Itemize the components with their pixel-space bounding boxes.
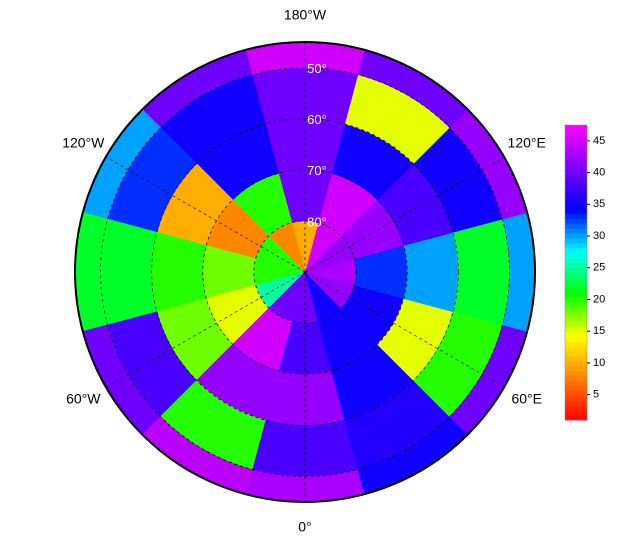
colorbar-strip xyxy=(565,321,587,328)
latitude-line xyxy=(100,67,510,477)
colorbar-strip xyxy=(565,262,587,269)
colorbar-strip xyxy=(565,154,587,160)
colorbar-strip xyxy=(565,184,587,190)
colorbar-strip xyxy=(565,390,587,396)
colorbar-strip xyxy=(565,223,587,229)
graticule xyxy=(100,42,510,502)
colorbar-strip xyxy=(565,149,587,155)
colorbar-strip xyxy=(565,164,587,170)
colorbar-strip xyxy=(565,306,587,313)
data-cell xyxy=(100,218,158,326)
colorbar-strip xyxy=(565,405,587,411)
colorbar-strip xyxy=(565,351,587,357)
colorbar-strip xyxy=(565,292,587,298)
colorbar-strip xyxy=(565,159,587,165)
latitude-line xyxy=(253,220,357,324)
colorbar-strip xyxy=(565,134,587,141)
colorbar-tick-label: 30 xyxy=(593,230,605,242)
colorbar-strip xyxy=(565,370,587,377)
latitude-line xyxy=(151,118,459,426)
colorbar-strip xyxy=(565,267,587,273)
latitude-label: 60° xyxy=(307,112,327,127)
meridian-line xyxy=(105,156,306,273)
colorbar-strip xyxy=(565,213,587,219)
colorbar-tick-label: 5 xyxy=(593,389,599,401)
colorbar-strip xyxy=(565,218,587,224)
colorbar-frame xyxy=(564,124,588,421)
longitude-label: 120°E xyxy=(508,135,546,151)
colorbar-tick-label: 25 xyxy=(593,262,605,274)
longitude-label: 60°E xyxy=(511,391,542,407)
colorbar-strip xyxy=(565,287,587,293)
colorbar-strip xyxy=(565,282,587,288)
map-boundary xyxy=(74,41,536,503)
data-cell xyxy=(151,231,207,313)
colorbar-strip xyxy=(565,341,587,347)
colorbar-strip xyxy=(565,336,587,342)
colorbar-strip xyxy=(565,174,587,180)
colorbar-strip xyxy=(565,252,587,259)
longitude-label: 180°W xyxy=(284,7,327,23)
meridian-line xyxy=(304,271,505,388)
latitude-label: 50° xyxy=(307,61,327,76)
colorbar-strip xyxy=(565,243,587,249)
colorbar-strip xyxy=(565,365,587,372)
colorbar-strip xyxy=(565,326,587,332)
colorbar-strip xyxy=(565,228,587,234)
colorbar-tick-label: 20 xyxy=(593,293,605,305)
colorbar-strip xyxy=(565,179,587,185)
longitude-label: 0° xyxy=(298,519,311,535)
colorbar-strip xyxy=(565,311,587,318)
longitude-label: 60°W xyxy=(66,391,101,407)
colorbar-strip xyxy=(565,129,587,136)
data-cell xyxy=(452,218,510,326)
colorbar-strip xyxy=(565,302,587,308)
colorbar-strip xyxy=(565,316,587,323)
colorbar-strip xyxy=(565,356,587,362)
colorbar-strip xyxy=(565,144,587,151)
colorbar-strip xyxy=(565,208,587,214)
colorbar-strip xyxy=(565,233,587,239)
colorbar-tick-label: 35 xyxy=(593,198,605,210)
colorbar-strip xyxy=(565,193,587,200)
latitude-label: 70° xyxy=(307,163,327,178)
data-cell xyxy=(403,231,459,313)
latitude-label: 80° xyxy=(307,214,327,229)
colorbar: 5 10 15 20 25 30 35 40 45 xyxy=(564,124,605,421)
data-field xyxy=(74,41,536,503)
meridian-line xyxy=(105,271,306,388)
colorbar-strip xyxy=(565,410,587,416)
colorbar-strip xyxy=(565,380,587,387)
colorbar-tick-label: 45 xyxy=(593,135,605,147)
colorbar-strip xyxy=(565,277,587,283)
colorbar-strip xyxy=(565,125,587,131)
colorbar-strip xyxy=(565,247,587,254)
colorbar-strip xyxy=(565,169,587,175)
colorbar-strip xyxy=(565,395,587,401)
colorbar-strip xyxy=(565,400,587,406)
colorbar-strip xyxy=(565,257,587,264)
colorbar-strip xyxy=(565,375,587,382)
colorbar-strip xyxy=(565,203,587,210)
labels: 50° 60° 70° 80° 180°W 120°W 60°W 0° 60°E 120°E xyxy=(62,7,546,535)
colorbar-strip xyxy=(565,198,587,205)
colorbar-strip xyxy=(565,297,587,303)
colorbar-strip xyxy=(565,238,587,244)
colorbar-tick-label: 40 xyxy=(593,166,605,178)
colorbar-strip xyxy=(565,331,587,337)
colorbar-strip xyxy=(565,385,587,391)
colorbar-strip xyxy=(565,272,587,278)
meridian-line xyxy=(304,156,505,273)
longitude-label: 120°W xyxy=(62,135,105,151)
colorbar-tick-label: 15 xyxy=(593,325,605,337)
colorbar-strip xyxy=(565,188,587,195)
colorbar-strip xyxy=(565,346,587,352)
colorbar-strip xyxy=(565,139,587,146)
colorbar-tick-label: 10 xyxy=(593,357,605,369)
colorbar-strip xyxy=(565,361,587,367)
colorbar-strip xyxy=(565,415,587,421)
